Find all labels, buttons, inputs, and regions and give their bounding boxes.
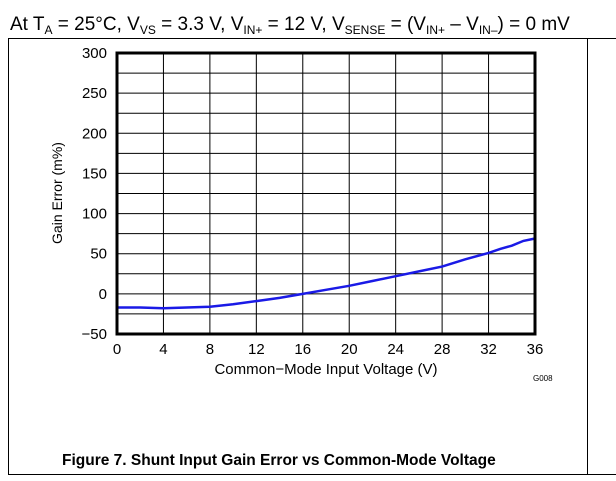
y-tick-label: 50	[90, 246, 107, 263]
x-tick-label: 0	[113, 341, 121, 358]
x-tick-label: 4	[159, 341, 167, 358]
divider	[8, 474, 616, 475]
y-tick-label: 0	[99, 286, 107, 303]
y-tick-label: 250	[82, 85, 107, 102]
x-tick-label: 28	[434, 341, 451, 358]
x-tick-label: 36	[527, 341, 544, 358]
series-line	[117, 237, 536, 310]
conditions-header: At TA = 25°C, VVS = 3.3 V, VIN+ = 12 V, …	[10, 14, 570, 37]
x-tick-label: 20	[341, 341, 358, 358]
x-tick-label: 8	[206, 341, 214, 358]
x-tick-label: 24	[387, 341, 404, 358]
figure-caption: Figure 7. Shunt Input Gain Error vs Comm…	[62, 452, 496, 469]
y-tick-label: 200	[82, 125, 107, 142]
x-axis-label: Common−Mode Input Voltage (V)	[214, 361, 437, 378]
y-tick-label: −50	[82, 326, 107, 343]
figure-frame	[8, 38, 588, 475]
y-tick-label: 150	[82, 165, 107, 182]
y-axis-label: Gain Error (m%)	[49, 142, 65, 244]
x-tick-label: 12	[248, 341, 265, 358]
figure-id: G008	[533, 374, 553, 383]
y-tick-label: 300	[82, 45, 107, 62]
x-tick-label: 16	[294, 341, 311, 358]
y-tick-label: 100	[82, 206, 107, 223]
divider	[587, 38, 616, 39]
plot-frame	[115, 51, 537, 336]
x-tick-label: 32	[480, 341, 497, 358]
